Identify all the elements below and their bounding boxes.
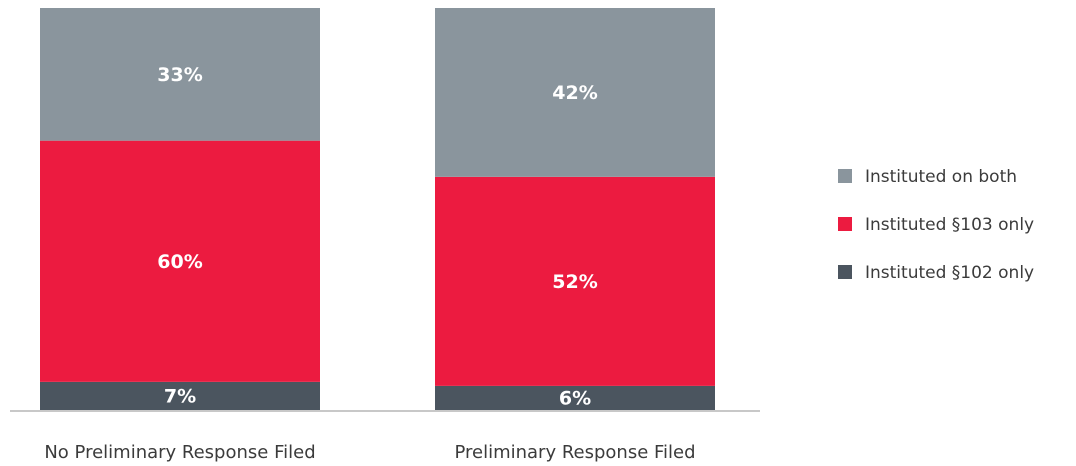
value-label: 7% <box>164 385 196 407</box>
legend-label: Instituted §103 only <box>865 215 1034 235</box>
bar-segment <box>40 381 320 410</box>
value-label: 33% <box>157 64 202 86</box>
bar-segment <box>40 140 320 382</box>
bar-segment <box>435 8 715 177</box>
legend-label: Instituted §102 only <box>865 263 1034 283</box>
legend-swatch <box>838 265 852 279</box>
x-tick-label: No Preliminary Response Filed <box>44 442 315 463</box>
bar-segment <box>40 8 320 141</box>
x-tick-label: Preliminary Response Filed <box>454 442 695 463</box>
value-label: 52% <box>552 271 597 293</box>
bar-segment <box>435 385 715 410</box>
legend-swatch <box>838 169 852 183</box>
legend-swatch <box>838 217 852 231</box>
value-label: 42% <box>552 82 597 104</box>
value-label: 60% <box>157 251 202 273</box>
legend-label: Instituted on both <box>865 167 1017 187</box>
value-label: 6% <box>559 387 591 409</box>
bar-segment <box>435 176 715 386</box>
